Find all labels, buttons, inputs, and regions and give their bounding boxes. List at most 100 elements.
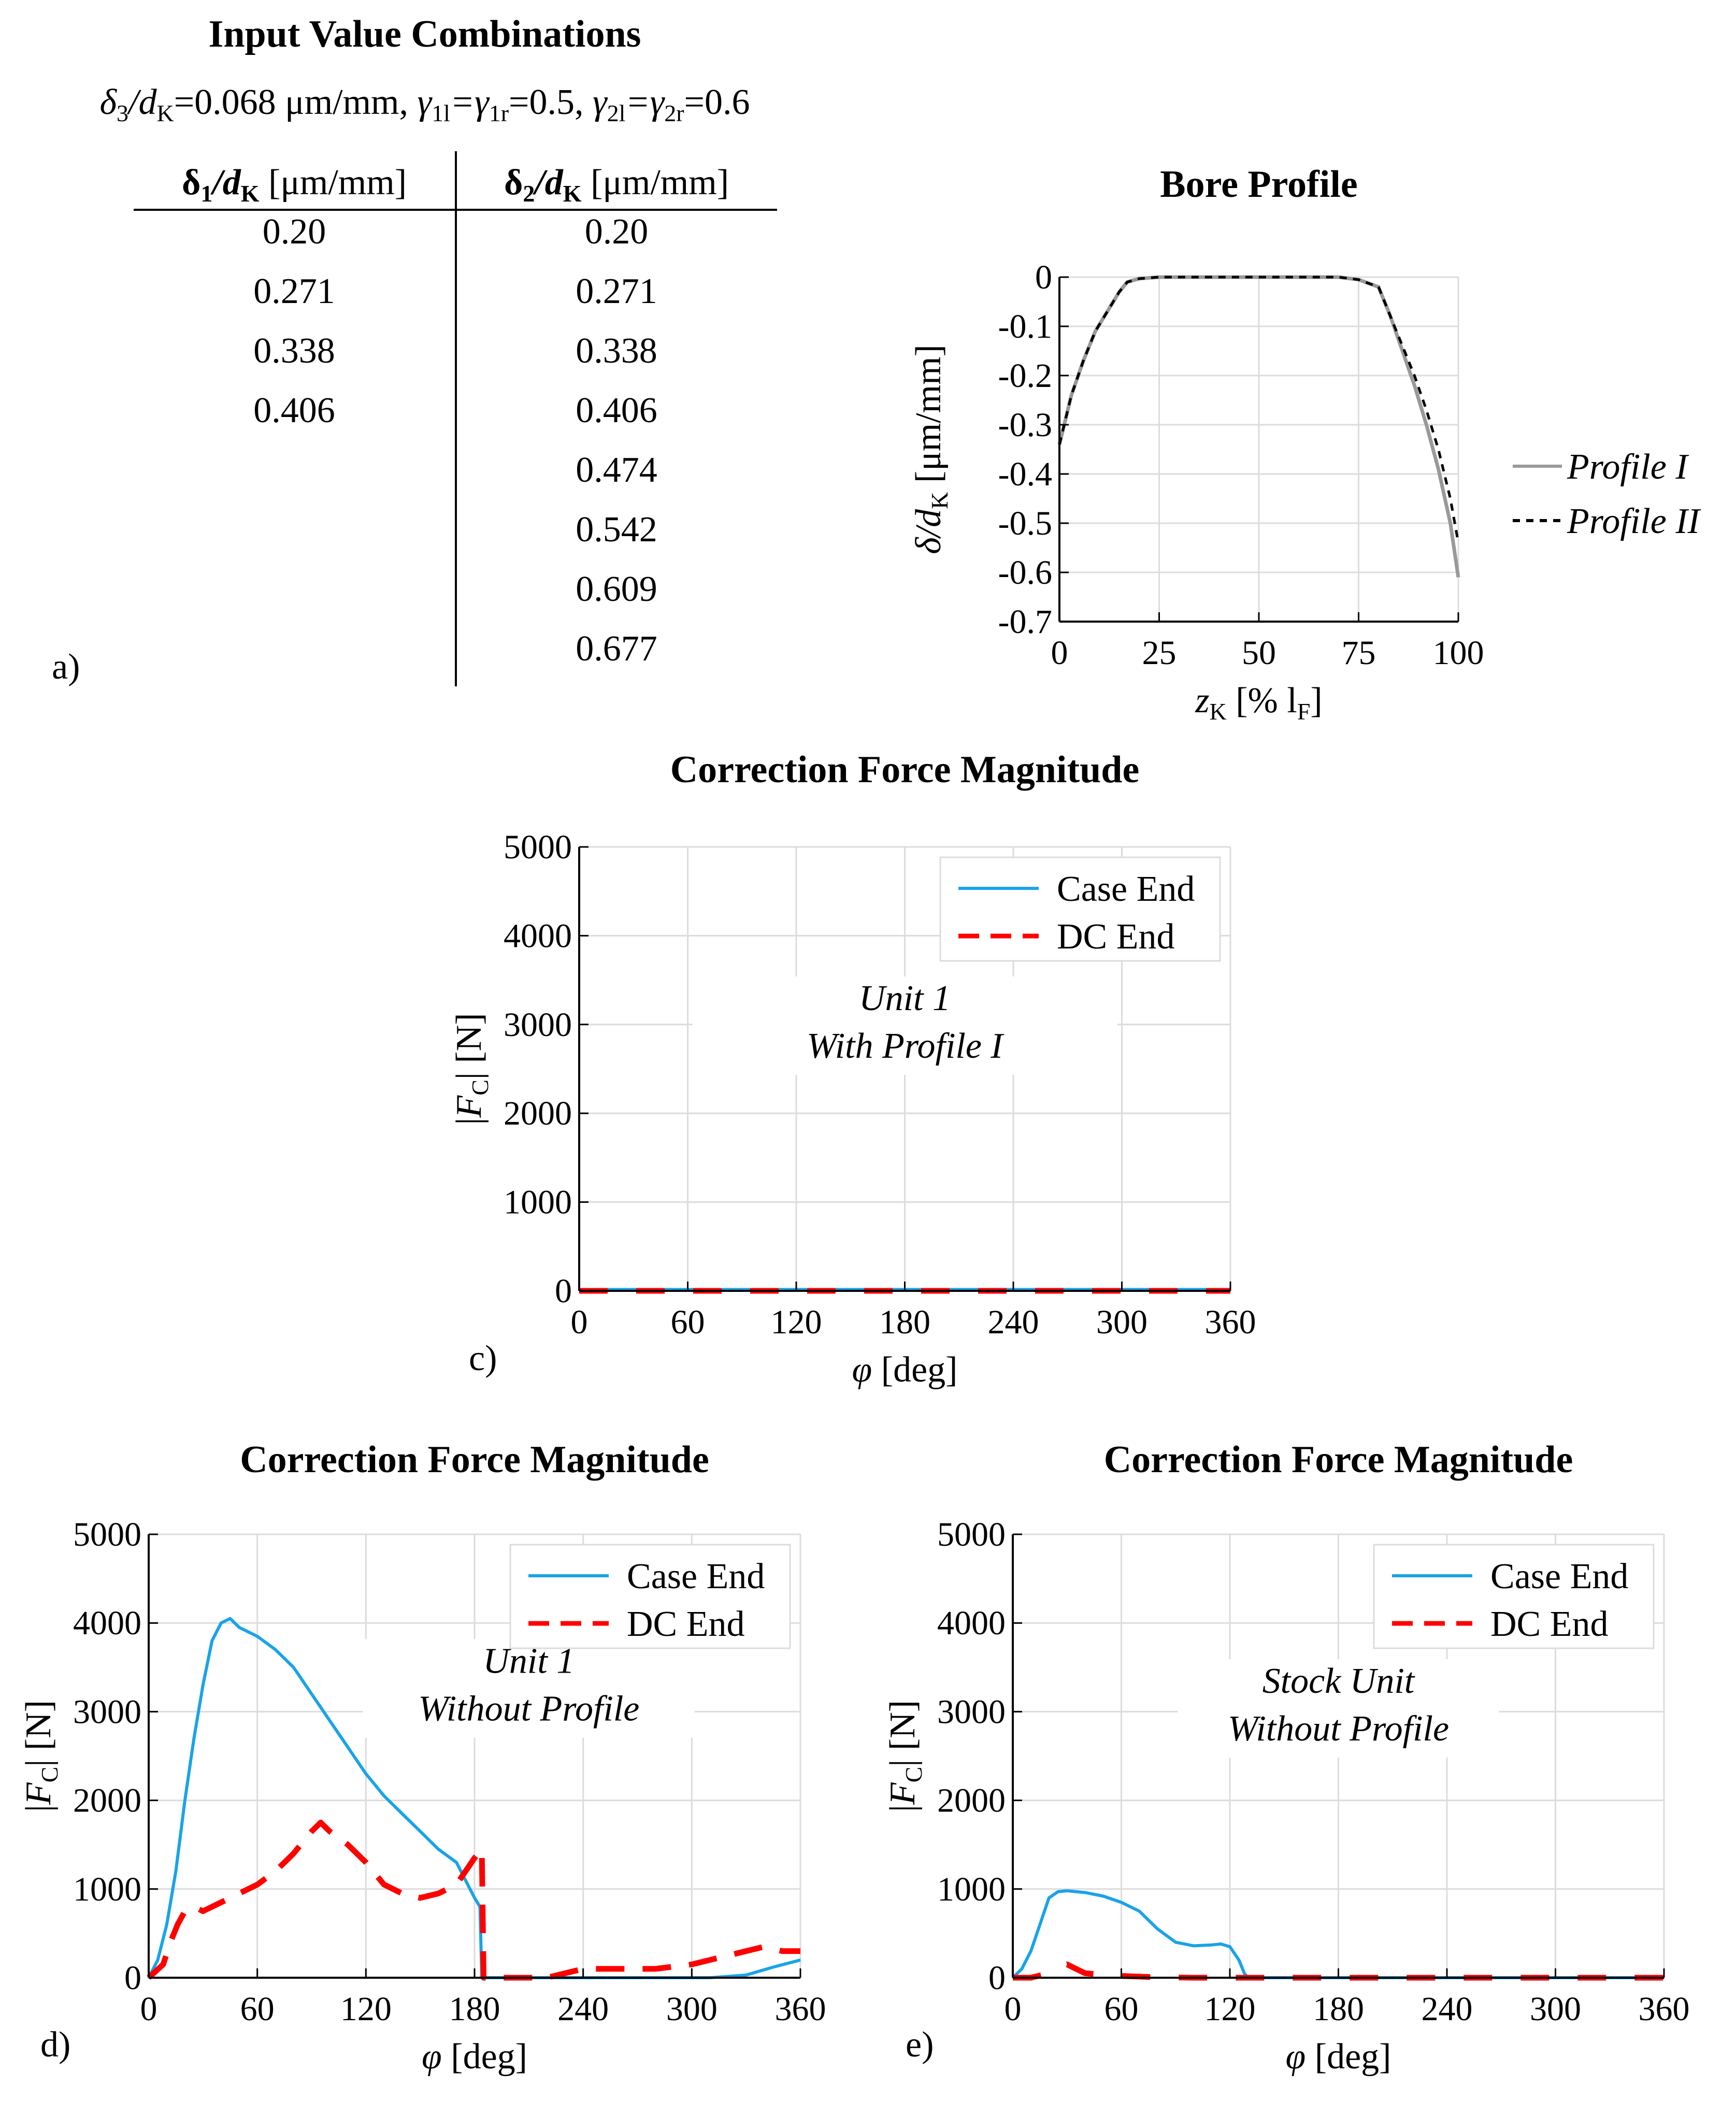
table-cell: 0.609 — [576, 569, 657, 609]
chart-bore-profile: Bore Profile 0 25 50 75 100 0 -0.1 -0.2 -0.3 -0.4 -… — [909, 163, 1702, 725]
x-tick-label: 0 — [1005, 1990, 1022, 2028]
x-tick-label: 180 — [879, 1303, 930, 1341]
chart-title: Bore Profile — [1160, 163, 1358, 206]
legend-label: Case End — [1490, 1557, 1628, 1596]
table-cell: 0.474 — [576, 450, 657, 490]
legend-box — [939, 856, 1221, 962]
panel-label-a: a) — [52, 647, 80, 687]
chart-title: Correction Force Magnitude — [240, 1438, 709, 1481]
y-tick-label: 1000 — [73, 1870, 141, 1908]
x-tick-label: 75 — [1342, 634, 1376, 672]
y-tick-label: 4000 — [504, 917, 572, 955]
panel-label: e) — [906, 2025, 934, 2065]
y-tick-label: 3000 — [73, 1693, 141, 1731]
x-tick-label: 300 — [1096, 1303, 1147, 1341]
annotation-text: Without Profile — [1228, 1709, 1449, 1749]
x-tick-label: 360 — [775, 1990, 826, 2028]
legend-label: DC End — [1490, 1604, 1609, 1644]
y-tick-label: 2000 — [73, 1782, 141, 1820]
annotation-box — [692, 976, 1117, 1075]
x-axis-label: φ [deg] — [1286, 2037, 1391, 2077]
x-tick-label: 60 — [671, 1303, 705, 1341]
y-tick-label: 0 — [124, 1959, 141, 1997]
x-tick-label: 120 — [340, 1990, 392, 2028]
x-tick-label: 360 — [1205, 1303, 1256, 1341]
table-header-col1: δ1/dK [μm/mm] — [182, 163, 407, 207]
x-tick-label: 0 — [571, 1303, 588, 1341]
legend-label: DC End — [1057, 917, 1175, 957]
y-tick-label: 5000 — [73, 1516, 141, 1553]
y-tick-label: -0.4 — [998, 455, 1052, 493]
y-tick-label: 3000 — [937, 1693, 1006, 1731]
x-tick-label: 120 — [771, 1303, 822, 1341]
table-cell: 0.406 — [253, 391, 335, 430]
y-axis-label: |FC| [N] — [883, 1700, 927, 1812]
y-tick-label: 5000 — [937, 1516, 1006, 1553]
y-tick-label: -0.2 — [998, 357, 1052, 395]
legend-label: Case End — [627, 1557, 765, 1596]
y-tick-label: 3000 — [504, 1006, 572, 1044]
table-cell: 0.542 — [576, 510, 657, 550]
x-tick-label: 60 — [240, 1990, 275, 2028]
annotation-box — [363, 1639, 695, 1738]
input-table: Input Value Combinations δ3/dK=0.068 μm/… — [52, 13, 777, 687]
panel-label: d) — [40, 2025, 70, 2065]
y-tick-label: 0 — [988, 1959, 1006, 1997]
table-params: δ3/dK=0.068 μm/mm, γ1l=γ1r=0.5, γ2l=γ2r=… — [99, 82, 750, 126]
series-line-dc-end — [147, 1819, 800, 1981]
legend-label: DC End — [627, 1604, 745, 1644]
y-tick-label: -0.3 — [998, 406, 1052, 444]
table-cell: 0.20 — [263, 212, 326, 252]
x-tick-label: 100 — [1433, 634, 1484, 672]
y-tick-label: -0.1 — [998, 308, 1052, 346]
x-tick-label: 50 — [1242, 634, 1276, 672]
table-col2: 0.20 0.271 0.338 0.406 0.474 0.542 0.609 0.677 — [576, 212, 657, 669]
series-line-case-end — [1011, 1889, 1664, 1979]
table-col1: 0.20 0.271 0.338 0.406 — [253, 212, 335, 430]
x-tick-label: 240 — [557, 1990, 609, 2028]
table-cell: 0.20 — [585, 212, 649, 252]
annotation-text: Without Profile — [418, 1689, 639, 1729]
legend-box — [1373, 1544, 1655, 1649]
x-axis-label: zK [% lF] — [1195, 681, 1322, 725]
series-line-dc-end — [1013, 1961, 1664, 1981]
x-axis-label: φ [deg] — [422, 2037, 527, 2077]
chart-c: Correction Force Magnitude Unit 1 With Pro… — [449, 749, 1256, 1390]
table-cell: 0.338 — [253, 331, 335, 371]
y-tick-label: 4000 — [73, 1604, 141, 1642]
annotation-box — [1178, 1659, 1499, 1758]
x-tick-label: 300 — [666, 1990, 718, 2028]
y-tick-label: 1000 — [504, 1184, 572, 1221]
table-cell: 0.677 — [576, 629, 657, 669]
x-tick-label: 25 — [1142, 634, 1177, 672]
x-axis-label: φ [deg] — [852, 1350, 958, 1390]
y-tick-label: 2000 — [504, 1095, 572, 1132]
table-cell: 0.338 — [576, 331, 657, 371]
x-tick-label: 240 — [988, 1303, 1039, 1341]
legend-label: Profile II — [1567, 501, 1702, 541]
x-tick-label: 180 — [1313, 1990, 1364, 2028]
y-tick-label: 5000 — [504, 828, 572, 866]
legend-label: Case End — [1057, 869, 1195, 909]
x-tick-label: 0 — [1051, 634, 1068, 672]
series-line-profile-ii — [1058, 276, 1460, 543]
y-tick-label: 0 — [555, 1272, 572, 1310]
annotation-text: Stock Unit — [1262, 1661, 1415, 1701]
x-tick-label: 360 — [1639, 1990, 1690, 2028]
table-cell: 0.406 — [576, 391, 657, 430]
y-tick-label: 4000 — [937, 1604, 1006, 1642]
legend-label: Profile I — [1567, 447, 1689, 487]
y-tick-label: -0.5 — [998, 505, 1052, 542]
panel-label: c) — [469, 1339, 497, 1378]
annotation-text: With Profile I — [807, 1026, 1005, 1066]
chart-title: Correction Force Magnitude — [670, 749, 1140, 791]
chart-title: Correction Force Magnitude — [1104, 1438, 1573, 1481]
x-tick-label: 240 — [1422, 1990, 1473, 2028]
y-tick-label: -0.6 — [998, 554, 1052, 592]
y-axis-label: |FC| [N] — [19, 1700, 63, 1812]
x-tick-label: 120 — [1204, 1990, 1256, 2028]
legend-box — [509, 1544, 791, 1649]
y-axis-label: |FC| [N] — [449, 1013, 493, 1125]
